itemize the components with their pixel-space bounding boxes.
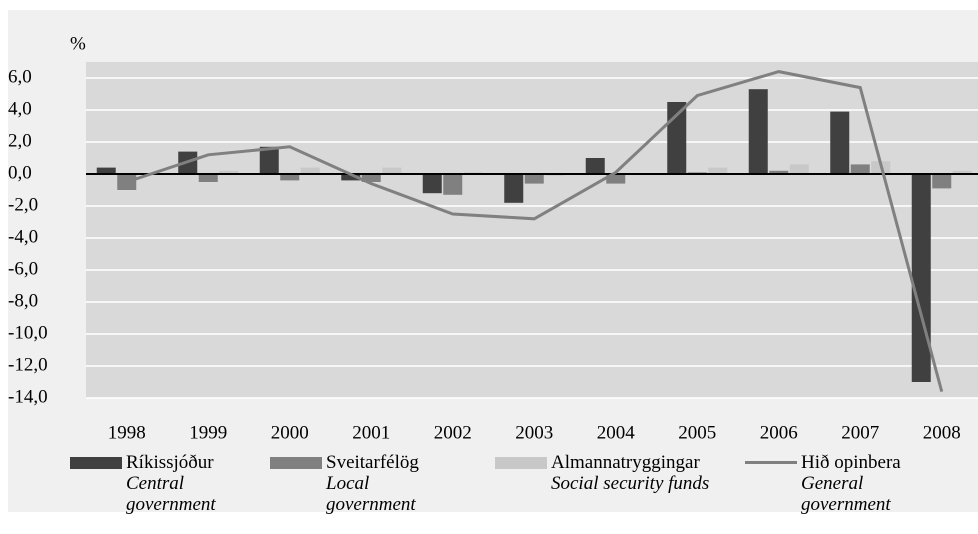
y-tick-label: 6,0 <box>8 66 32 87</box>
legend-item: Ríkissjóður Central government <box>70 452 236 515</box>
legend-swatch <box>70 456 122 469</box>
bar <box>932 174 952 189</box>
bar <box>769 170 789 174</box>
legend-item: Hið opinbera General government <box>745 452 911 515</box>
x-tick-label: 2001 <box>352 422 390 443</box>
bar <box>748 89 768 174</box>
y-tick-label: -12,0 <box>8 354 48 375</box>
bar <box>422 174 442 194</box>
x-tick-label: 2000 <box>271 422 309 443</box>
bar <box>341 174 361 181</box>
legend-label-en: Social security funds <box>551 473 710 494</box>
bar <box>504 174 524 203</box>
legend-label-en: Central government <box>126 473 216 515</box>
x-tick-label: 1999 <box>189 422 227 443</box>
y-tick-label: -6,0 <box>8 258 38 279</box>
line-series <box>126 70 944 392</box>
bar <box>280 174 300 181</box>
bar <box>830 111 850 174</box>
legend-row: Almannatryggingar <box>495 452 751 473</box>
legend-row: Ríkissjóður <box>70 452 236 473</box>
bar <box>952 170 972 174</box>
bar <box>198 174 218 182</box>
y-tick-label: -2,0 <box>8 194 38 215</box>
bar <box>667 102 687 174</box>
bar <box>606 174 626 184</box>
bar <box>443 174 463 195</box>
x-tick-label: 1998 <box>108 422 146 443</box>
y-tick-label: -10,0 <box>8 322 48 343</box>
legend-row: Hið opinbera <box>745 452 911 473</box>
legend-label-en: Local government <box>326 473 416 515</box>
y-tick-label: 2,0 <box>8 130 32 151</box>
legend-label: Almannatryggingar <box>551 452 700 473</box>
legend-row: Sveitarfélög <box>270 452 436 473</box>
legend-swatch <box>495 456 547 469</box>
x-tick-label: 2006 <box>760 422 798 443</box>
bar <box>524 174 544 184</box>
legend-label: Sveitarfélög <box>326 452 419 473</box>
y-tick-label: -4,0 <box>8 226 38 247</box>
legend-item: Almannatryggingar Social security funds <box>495 452 751 494</box>
bar <box>361 174 381 182</box>
bar <box>789 164 809 174</box>
y-unit: % <box>70 33 86 54</box>
plot-background <box>86 62 978 398</box>
x-tick-label: 2003 <box>515 422 553 443</box>
x-tick-label: 2008 <box>923 422 961 443</box>
legend-item: Sveitarfélög Local government <box>270 452 436 515</box>
x-tick-label: 2007 <box>841 422 879 443</box>
bar <box>382 167 402 174</box>
bar <box>96 167 116 174</box>
bar <box>219 170 239 174</box>
legend-label: Hið opinbera <box>801 452 901 473</box>
x-tick-label: 2004 <box>597 422 636 443</box>
legend-label: Ríkissjóður <box>126 452 214 473</box>
bar <box>708 167 728 174</box>
legend-swatch <box>270 456 322 469</box>
legend-label-en: General government <box>801 473 891 515</box>
bar <box>850 164 870 174</box>
bar <box>259 146 279 174</box>
legend-swatch <box>745 461 797 464</box>
legend: Ríkissjóður Central government Sveitarfélö… <box>0 452 978 532</box>
y-tick-label: 0,0 <box>8 162 32 183</box>
bar <box>911 174 931 382</box>
y-tick-label: -8,0 <box>8 290 38 311</box>
y-tick-label: -14,0 <box>8 386 48 407</box>
bar <box>585 158 605 174</box>
bar <box>300 167 320 174</box>
x-tick-label: 2002 <box>434 422 472 443</box>
y-tick-label: 4,0 <box>8 98 32 119</box>
x-tick-label: 2005 <box>678 422 716 443</box>
